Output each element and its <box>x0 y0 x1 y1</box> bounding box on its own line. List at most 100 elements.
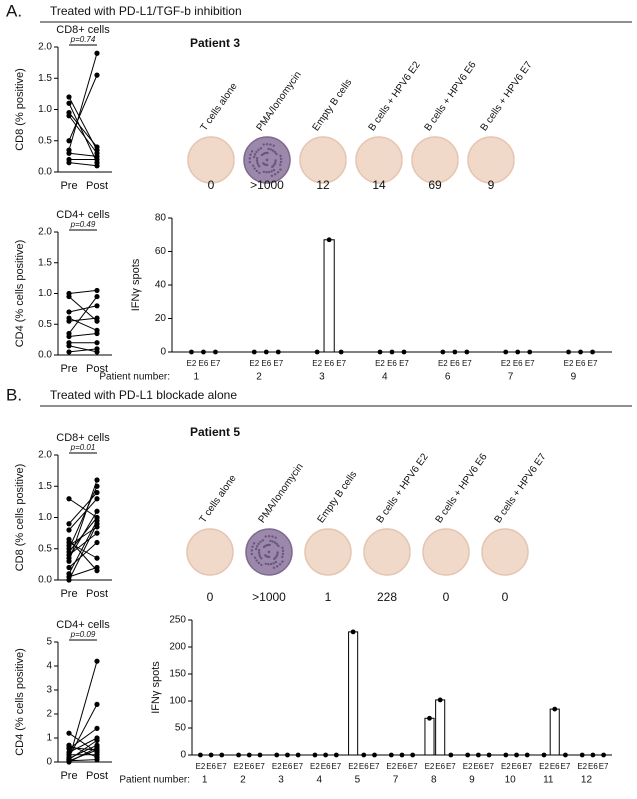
group-label: 4 <box>382 372 388 383</box>
well-speck <box>274 161 277 164</box>
pair-line <box>68 744 98 758</box>
chart-title: CD4+ cells <box>56 209 110 221</box>
well-speck <box>261 539 265 542</box>
well <box>411 136 459 184</box>
x-tick-label: E7 <box>293 762 303 771</box>
y-tick-label: 0 <box>160 347 166 358</box>
bar-dot <box>361 752 367 758</box>
point <box>66 309 72 315</box>
point <box>66 150 72 156</box>
bar-dot <box>213 349 218 355</box>
x-tick-label: E6 <box>199 359 209 368</box>
point <box>66 564 72 571</box>
bar-dot <box>326 237 332 243</box>
bar-dot <box>486 752 492 758</box>
bar-dot <box>333 752 339 758</box>
well-count: >1000 <box>250 178 284 192</box>
x-tick-label: E7 <box>273 359 283 368</box>
point <box>66 496 72 502</box>
x-tick-label: E7 <box>399 359 409 368</box>
bar-dot <box>257 752 263 758</box>
pair-line <box>68 332 98 338</box>
x-tick-label: E2 <box>249 359 259 368</box>
bar-dot <box>464 349 470 355</box>
chart-title: CD4+ cells <box>56 619 110 631</box>
well-speck <box>257 148 260 152</box>
bar-dot <box>399 752 405 758</box>
point <box>66 293 72 300</box>
well-speck <box>276 171 280 174</box>
x-tick-label: E6 <box>324 359 334 368</box>
group-label: 2 <box>256 372 262 383</box>
patient-title: Patient 3 <box>190 36 240 50</box>
point <box>66 730 72 736</box>
point <box>66 746 72 752</box>
well-speck <box>265 171 268 174</box>
point <box>66 100 72 106</box>
x-tick-label: E6 <box>512 762 522 771</box>
bar-dot <box>440 349 446 355</box>
point <box>66 333 72 340</box>
p-value: p=0.01 <box>70 443 96 452</box>
chart-title: CD8+ cells <box>56 432 110 444</box>
pair-line <box>68 759 98 762</box>
pair-line <box>68 661 98 760</box>
y-tick-label: 1.5 <box>38 481 52 492</box>
bar-dot <box>263 349 269 355</box>
bar <box>424 717 435 756</box>
bar-dot <box>475 752 481 758</box>
well-count: 9 <box>488 178 495 192</box>
well-speck <box>269 143 272 146</box>
y-tick-label: 0.0 <box>38 350 52 361</box>
well-speck <box>259 147 263 150</box>
well-count: 0 <box>443 590 450 604</box>
point <box>94 330 100 337</box>
well-speck <box>272 566 276 570</box>
pair-line <box>68 348 98 353</box>
well-speck <box>265 143 269 146</box>
well-speck <box>279 163 282 167</box>
well-speck <box>258 165 261 168</box>
bar-dot <box>189 349 194 355</box>
well-speck <box>281 546 284 550</box>
point <box>94 483 100 489</box>
bar-dot <box>388 752 394 758</box>
x-tick-label: E7 <box>522 762 532 771</box>
point <box>94 658 100 664</box>
point <box>94 287 100 294</box>
bar <box>549 708 560 756</box>
x-tick-label: E2 <box>501 359 511 368</box>
group-label: 1 <box>202 775 208 786</box>
well-speck <box>267 550 271 554</box>
well-speck <box>276 551 279 554</box>
group-label: 9 <box>469 775 475 786</box>
x-tick-label: E6 <box>576 359 586 368</box>
point <box>66 343 72 349</box>
x-tick-label: E2 <box>312 359 322 368</box>
point <box>94 539 100 546</box>
bar-dot <box>590 752 596 758</box>
pair-line <box>68 289 98 294</box>
well-speck <box>279 160 283 164</box>
well-speck <box>255 159 259 162</box>
well-speck <box>257 551 261 554</box>
well-speck <box>267 555 271 559</box>
well-count: 0 <box>208 178 215 192</box>
well <box>467 136 515 184</box>
group-label: 11 <box>543 775 554 786</box>
p-value: p=0.09 <box>70 630 96 639</box>
x-tick-label: E2 <box>187 359 197 368</box>
x-tick-label: Post <box>86 770 108 782</box>
well-speck <box>269 562 273 566</box>
group-label: 12 <box>581 775 593 786</box>
point <box>66 536 72 542</box>
point <box>94 72 100 78</box>
well-speck <box>267 563 270 566</box>
bar-dot <box>427 715 432 721</box>
pair-line <box>68 523 98 581</box>
y-tick-label: 0.0 <box>38 167 52 178</box>
bar-dot <box>208 752 214 758</box>
y-tick-label: 4 <box>46 661 52 672</box>
bar-dot <box>452 349 458 355</box>
